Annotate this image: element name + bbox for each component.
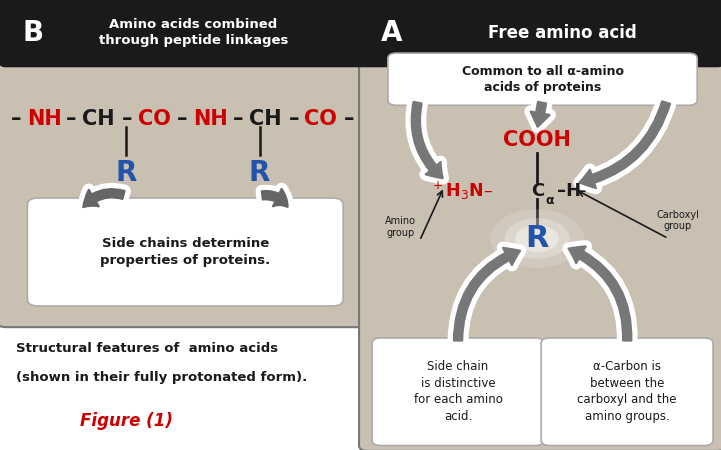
Text: NH: NH xyxy=(193,109,228,129)
Text: CO: CO xyxy=(304,109,337,129)
Text: B: B xyxy=(22,18,44,47)
Text: R: R xyxy=(115,159,137,187)
Text: COOH: COOH xyxy=(503,130,571,149)
FancyArrowPatch shape xyxy=(531,102,549,127)
Text: C: C xyxy=(531,182,544,200)
FancyBboxPatch shape xyxy=(27,198,343,306)
Text: α-Carbon is
between the
carboxyl and the
amino groups.: α-Carbon is between the carboxyl and the… xyxy=(578,360,677,423)
FancyBboxPatch shape xyxy=(541,338,713,446)
Text: Amino acids combined
through peptide linkages: Amino acids combined through peptide lin… xyxy=(99,18,288,47)
Text: Side chain
is distinctive
for each amino
acid.: Side chain is distinctive for each amino… xyxy=(414,360,503,423)
Text: NH: NH xyxy=(27,109,61,129)
FancyArrowPatch shape xyxy=(531,102,549,127)
FancyArrowPatch shape xyxy=(580,101,670,188)
FancyBboxPatch shape xyxy=(388,53,697,105)
Text: Figure (1): Figure (1) xyxy=(80,412,172,430)
Text: –: – xyxy=(233,109,244,129)
Circle shape xyxy=(516,225,559,252)
FancyBboxPatch shape xyxy=(0,0,371,67)
Text: Side chains determine
properties of proteins.: Side chains determine properties of prot… xyxy=(100,237,270,267)
Text: R: R xyxy=(249,159,270,187)
Text: –: – xyxy=(66,109,77,129)
FancyArrowPatch shape xyxy=(569,246,632,341)
FancyArrowPatch shape xyxy=(454,248,520,341)
Text: –: – xyxy=(177,109,188,129)
Text: CH: CH xyxy=(249,109,281,129)
Text: Common to all α-amino
acids of proteins: Common to all α-amino acids of proteins xyxy=(461,65,624,94)
Text: A: A xyxy=(381,18,402,47)
FancyBboxPatch shape xyxy=(359,0,721,450)
FancyArrowPatch shape xyxy=(454,248,520,341)
FancyArrowPatch shape xyxy=(412,102,443,178)
Text: –H: –H xyxy=(557,182,581,200)
Text: $^+$H$_3$N–: $^+$H$_3$N– xyxy=(430,180,493,202)
FancyArrowPatch shape xyxy=(412,102,443,178)
Text: CO: CO xyxy=(138,109,171,129)
FancyArrowPatch shape xyxy=(262,189,288,207)
Text: Free amino acid: Free amino acid xyxy=(488,23,637,42)
Text: –: – xyxy=(288,109,299,129)
Text: –: – xyxy=(11,109,22,129)
FancyArrowPatch shape xyxy=(83,189,125,207)
FancyBboxPatch shape xyxy=(362,0,721,67)
FancyArrowPatch shape xyxy=(569,246,632,341)
FancyArrowPatch shape xyxy=(83,189,125,207)
Text: α: α xyxy=(546,194,554,207)
Text: CH: CH xyxy=(82,109,115,129)
FancyArrowPatch shape xyxy=(262,189,288,207)
Text: Structural features of  amino acids: Structural features of amino acids xyxy=(16,342,278,355)
FancyArrowPatch shape xyxy=(580,101,670,188)
Circle shape xyxy=(505,218,570,259)
Circle shape xyxy=(490,209,584,268)
Text: –: – xyxy=(122,109,133,129)
FancyBboxPatch shape xyxy=(372,338,544,446)
Text: Amino
group: Amino group xyxy=(385,216,415,238)
FancyBboxPatch shape xyxy=(0,0,373,327)
Text: –: – xyxy=(344,109,355,129)
Text: R: R xyxy=(526,224,549,253)
Text: Carboxyl
group: Carboxyl group xyxy=(656,210,699,231)
Text: (shown in their fully protonated form).: (shown in their fully protonated form). xyxy=(16,372,307,384)
